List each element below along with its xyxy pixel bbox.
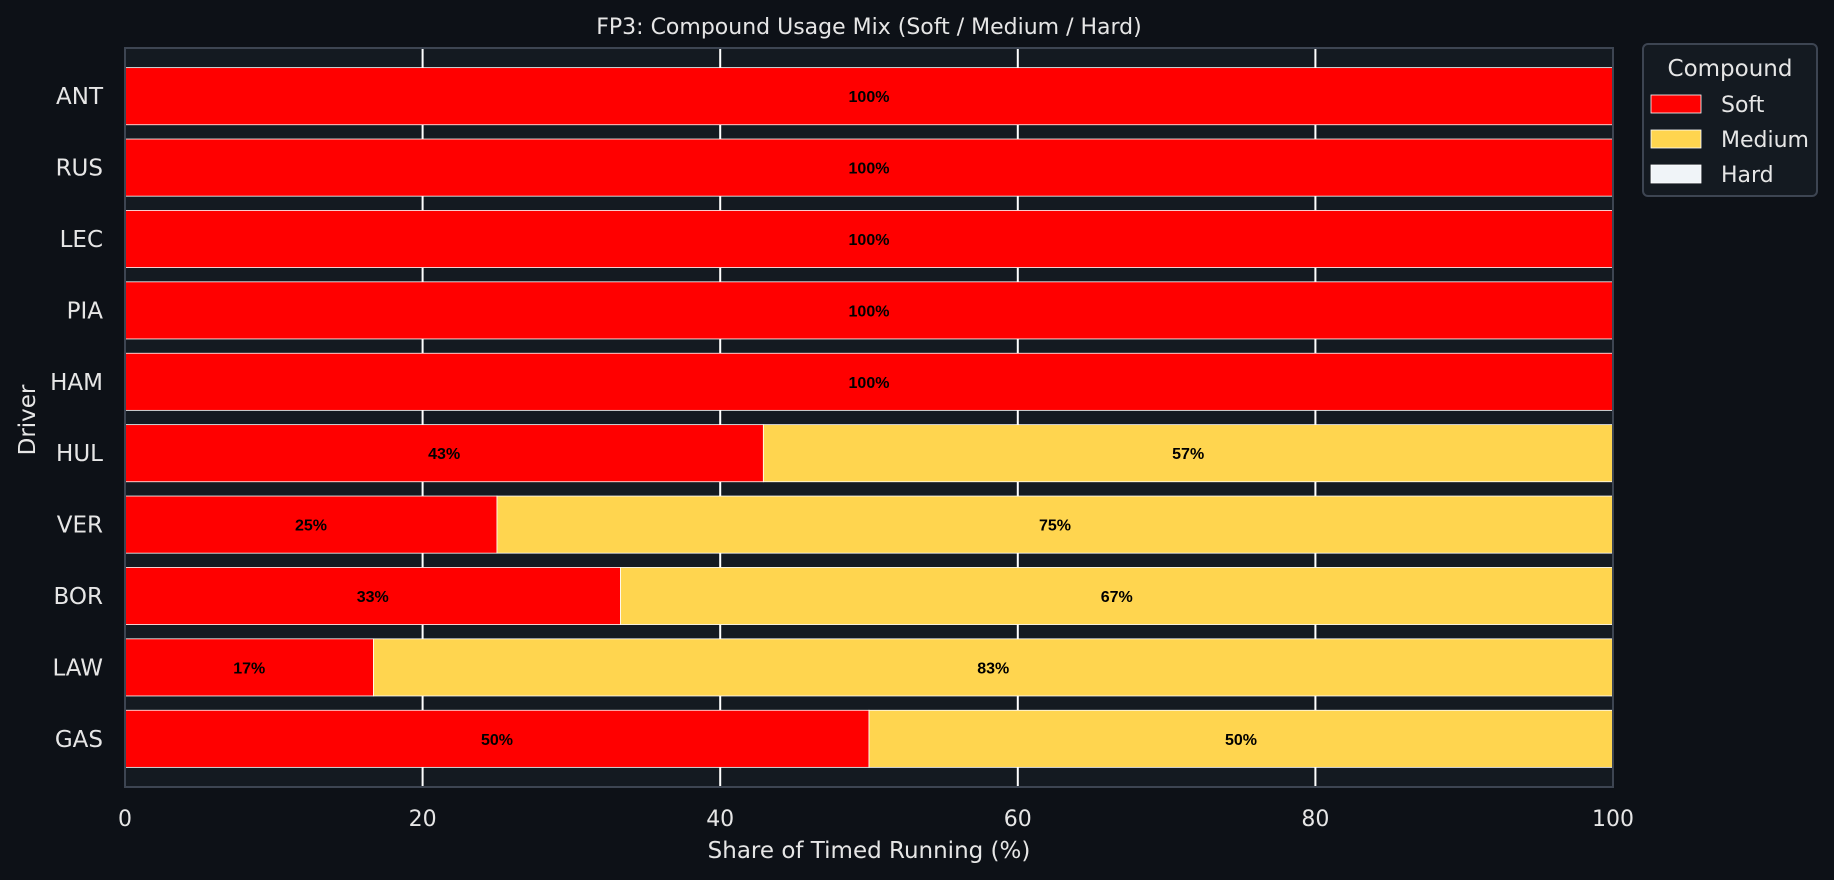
- bar-value-label: 75%: [1039, 518, 1071, 535]
- y-axis-label: Driver: [15, 384, 41, 455]
- chart-title: FP3: Compound Usage Mix (Soft / Medium /…: [596, 15, 1141, 40]
- bar-value-label: 100%: [849, 89, 890, 106]
- bar-value-label: 25%: [295, 518, 327, 535]
- y-tick-label: LEC: [60, 227, 103, 253]
- x-tick-label: 40: [706, 807, 734, 832]
- bar-segment-soft: [124, 424, 764, 483]
- y-tick-labels: ANT RUS LEC PIA HAM HUL VER BOR LAW GAS: [50, 84, 104, 753]
- legend: Compound Soft Medium Hard: [1642, 43, 1818, 197]
- x-tick-label: 80: [1301, 807, 1329, 832]
- bar-value-labels: 100% 100% 100% 100% 100% 43% 57% 25% 75% 33% 67% 17…: [233, 89, 1257, 749]
- bar-value-label: 100%: [849, 303, 890, 320]
- bar-segment-medium: [496, 495, 1614, 554]
- y-tick-label: HUL: [56, 441, 103, 467]
- x-tick-label: 20: [409, 807, 437, 832]
- legend-frame: [1642, 43, 1818, 197]
- legend-swatch-medium: [1650, 129, 1702, 149]
- bar-value-label: 43%: [428, 446, 460, 463]
- y-tick-label: PIA: [67, 298, 104, 324]
- bar-segment-medium: [868, 709, 1614, 768]
- bar-value-label: 17%: [233, 660, 265, 677]
- bar-segment-soft: [124, 495, 498, 554]
- bar-value-label: 50%: [481, 732, 513, 749]
- legend-label: Hard: [1721, 163, 1774, 188]
- y-tick-label: RUS: [56, 156, 103, 182]
- bar-segment-medium: [620, 567, 1614, 625]
- bar-segment-soft: [124, 567, 621, 625]
- y-tick-label: ANT: [56, 84, 104, 110]
- y-tick-label: BOR: [54, 584, 103, 610]
- x-tick-label: 0: [118, 807, 132, 832]
- bar-segment-medium: [762, 424, 1614, 483]
- bar-segment-soft: [124, 709, 870, 768]
- bar-value-label: 33%: [357, 589, 389, 606]
- legend-label: Soft: [1721, 93, 1765, 118]
- legend-swatch-hard: [1650, 164, 1702, 184]
- y-tick-label: VER: [57, 513, 103, 539]
- bar-value-label: 100%: [849, 232, 890, 249]
- bar-segment-medium: [373, 638, 1614, 697]
- bar-segment-soft: [124, 638, 374, 697]
- y-tick-label: LAW: [52, 655, 103, 681]
- legend-swatch-soft: [1650, 94, 1702, 114]
- plot-frame: [124, 47, 1614, 788]
- bars: [124, 67, 1614, 768]
- bar-value-label: 83%: [977, 660, 1009, 677]
- legend-title: Compound: [1668, 56, 1793, 82]
- y-tick-label: HAM: [50, 370, 103, 396]
- bar-value-label: 57%: [1172, 446, 1204, 463]
- bar-segment-soft: [124, 281, 1614, 340]
- x-tick-label: 100: [1592, 807, 1634, 832]
- legend-items: Soft Medium Hard: [1650, 93, 1809, 188]
- bar-segment-soft: [124, 210, 1614, 268]
- x-tick-label: 60: [1004, 807, 1032, 832]
- bar-value-label: 100%: [849, 375, 890, 392]
- x-tick-labels: 0 20 40 60 80 100: [118, 807, 1634, 832]
- bar-segment-soft: [124, 67, 1614, 126]
- y-tick-label: GAS: [55, 727, 103, 753]
- bar-value-label: 67%: [1101, 589, 1133, 606]
- x-axis-label: Share of Timed Running (%): [708, 838, 1031, 864]
- legend-label: Medium: [1721, 128, 1809, 153]
- bar-value-label: 50%: [1225, 732, 1257, 749]
- bar-value-label: 100%: [849, 161, 890, 178]
